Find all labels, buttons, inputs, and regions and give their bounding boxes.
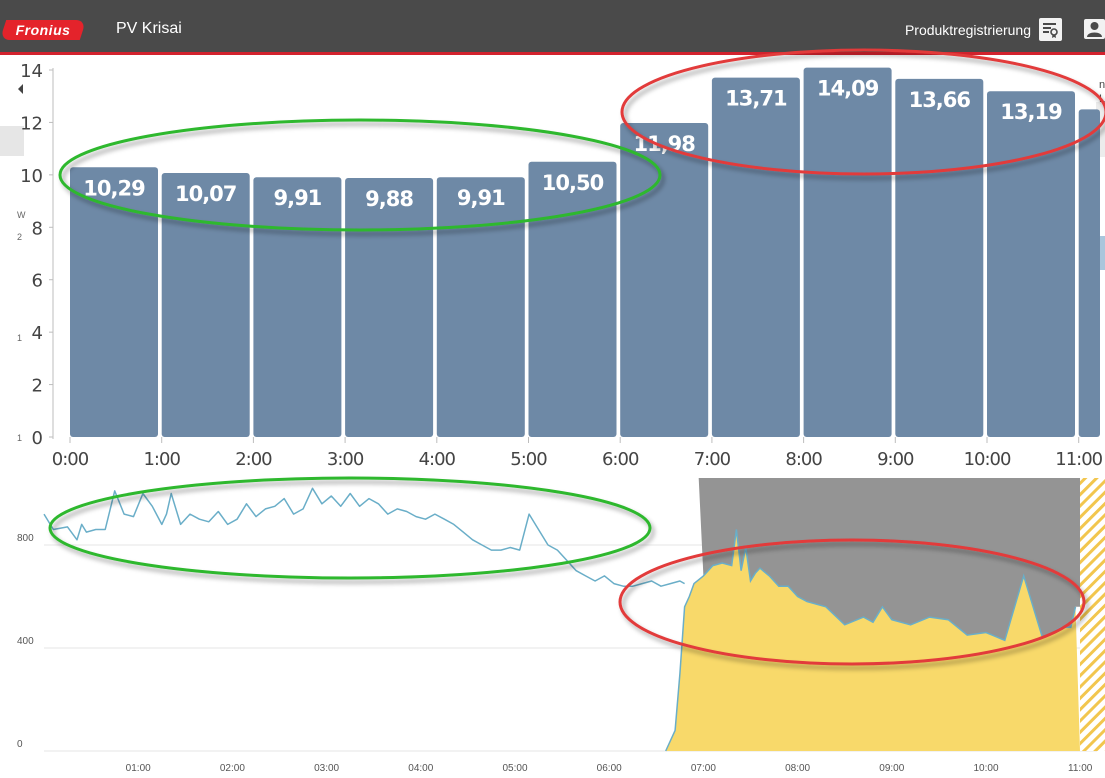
user-account-icon[interactable] xyxy=(1082,16,1105,42)
side-label: 1 xyxy=(17,433,23,443)
x-tick-label: 05:00 xyxy=(502,763,527,774)
x-tick-label: 10:00 xyxy=(973,763,998,774)
y-tick-label: 2 xyxy=(32,376,43,397)
bar-data-label: 13,71 xyxy=(725,87,787,111)
y-tick-label: 6 xyxy=(32,271,43,292)
y-tick-label: 0 xyxy=(32,428,43,449)
pv-production-line xyxy=(665,529,1077,752)
bar-data-label: 9,88 xyxy=(365,187,413,211)
x-tick-label: 2:00 xyxy=(235,449,272,470)
grid-consumption-area xyxy=(698,478,1080,641)
x-tick-label: 04:00 xyxy=(408,763,433,774)
app-header: Fronius PV Krisai Produktregistrierung xyxy=(0,0,1105,55)
y-tick-label: 800 xyxy=(17,533,34,544)
bar-data-label: 10,50 xyxy=(542,171,604,195)
x-tick-label: 7:00 xyxy=(694,449,731,470)
bar xyxy=(895,78,984,438)
right-panel-highlight xyxy=(1098,236,1105,270)
right-edge-text-line: n xyxy=(1099,79,1105,91)
red-annotation-ellipse xyxy=(620,48,1105,176)
side-label: 1 xyxy=(17,333,23,343)
bar-data-label: 9,91 xyxy=(457,186,505,210)
x-tick-label: 3:00 xyxy=(327,449,364,470)
bar xyxy=(711,77,800,437)
side-label: 2 xyxy=(17,232,23,242)
bar-data-label: 13,19 xyxy=(1000,100,1062,124)
bar xyxy=(253,177,342,437)
x-tick-label: 0:00 xyxy=(52,449,89,470)
x-tick-label: 08:00 xyxy=(785,763,810,774)
green-annotation-ellipse xyxy=(48,476,652,580)
right-panel-fragment xyxy=(1096,102,1105,157)
y-tick-label: 400 xyxy=(17,636,34,647)
annotation-layer xyxy=(48,48,1105,666)
x-tick-label: 01:00 xyxy=(126,763,151,774)
x-tick-label: 09:00 xyxy=(879,763,904,774)
x-tick-label: 8:00 xyxy=(785,449,822,470)
bar xyxy=(161,173,250,437)
previous-arrow-icon[interactable] xyxy=(18,84,23,94)
bar-data-label: 10,07 xyxy=(175,182,236,206)
bar-data-label: 9,91 xyxy=(273,186,321,210)
bar xyxy=(528,161,617,437)
y-tick-label: 10 xyxy=(20,166,43,187)
bar-data-label: 14,09 xyxy=(817,77,879,101)
x-tick-label: 9:00 xyxy=(877,449,914,470)
y-tick-label: 0 xyxy=(17,739,23,750)
x-tick-label: 07:00 xyxy=(691,763,716,774)
bar xyxy=(803,67,892,437)
forecast-hatched-area xyxy=(1080,478,1105,751)
y-tick-label: 4 xyxy=(32,323,43,344)
bar xyxy=(1078,109,1100,438)
power-area-chart: 0 400 800 01:00 02:00 03:00 04:00 05:00 06:00 07:… xyxy=(17,478,1105,774)
bar xyxy=(987,91,1075,437)
x-tick-label: 11:00 xyxy=(1068,763,1093,774)
bar-data-label: 11,98 xyxy=(633,132,695,156)
pv-production-area xyxy=(665,529,1080,751)
y-tick-label: 14 xyxy=(20,61,43,82)
red-annotation-ellipse xyxy=(618,538,1086,666)
x-tick-label: 5:00 xyxy=(510,449,547,470)
side-panel-tab[interactable] xyxy=(0,126,24,156)
y-tick-label: 12 xyxy=(20,113,43,134)
x-tick-label: 03:00 xyxy=(314,763,339,774)
green-annotation-ellipse xyxy=(58,118,662,232)
x-tick-label: 11:00 xyxy=(1055,449,1102,470)
x-tick-label: 10:00 xyxy=(964,449,1011,470)
product-registration-link[interactable]: Produktregistrierung xyxy=(904,22,1031,38)
x-tick-label: 06:00 xyxy=(597,763,622,774)
bar xyxy=(70,167,158,437)
y-tick-label: 8 xyxy=(32,218,43,239)
registration-certificate-icon[interactable] xyxy=(1039,18,1062,41)
consumption-line xyxy=(43,487,685,587)
bar xyxy=(345,178,434,437)
bar xyxy=(436,177,525,437)
x-tick-label: 4:00 xyxy=(419,449,456,470)
x-tick-label: 1:00 xyxy=(143,449,180,470)
bar-data-label: 10,29 xyxy=(83,176,145,200)
bar xyxy=(620,122,709,438)
side-label: W xyxy=(17,210,26,220)
app-title: PV Krisai xyxy=(116,20,182,37)
bar-data-label: 13,66 xyxy=(909,88,971,112)
x-tick-label: 02:00 xyxy=(220,763,245,774)
x-tick-label: 6:00 xyxy=(602,449,639,470)
